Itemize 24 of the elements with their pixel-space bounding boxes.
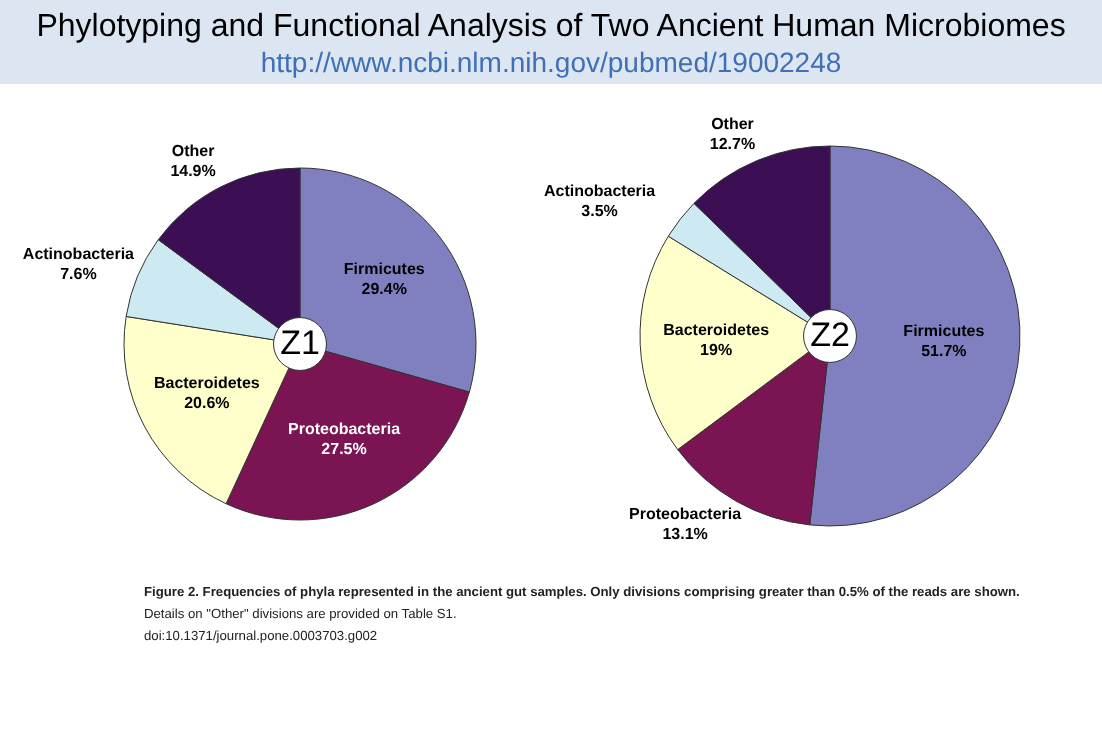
data-label: 12.7% (709, 135, 756, 154)
data-label: 51.7% (921, 342, 967, 361)
data-label: 20.6% (184, 393, 230, 412)
data-label: 27.5% (321, 439, 367, 458)
data-label: 7.6% (60, 265, 97, 284)
slice-label: Actinobacteria (543, 181, 657, 200)
slice-label: Firmicutes (903, 322, 986, 341)
slice-label: Other (171, 141, 215, 160)
slice-label: Bacteroidetes (663, 321, 771, 340)
slice-label: Other (711, 115, 754, 134)
text: http://www.ncbi.nlm.nih.gov/pubmed/19002248 (260, 46, 842, 78)
data-label: 14.9% (170, 161, 216, 180)
data-label: 19% (700, 341, 733, 360)
slice-label: Proteobacteria (288, 419, 402, 438)
slice-label: Actinobacteria (22, 245, 136, 264)
text: Z1 (280, 324, 320, 362)
slice-label: Bacteroidetes (153, 373, 261, 392)
data-label: 3.5% (581, 201, 618, 220)
data-label: 13.1% (662, 525, 708, 544)
slice-label: Firmicutes (343, 260, 426, 279)
text: Phylotyping and Functional Analysis of Two Ancient Human Microbiomes (36, 10, 1066, 44)
data-label: 29.4% (361, 280, 407, 299)
slice-label: Proteobacteria (629, 505, 743, 524)
text: Z2 (810, 316, 850, 354)
